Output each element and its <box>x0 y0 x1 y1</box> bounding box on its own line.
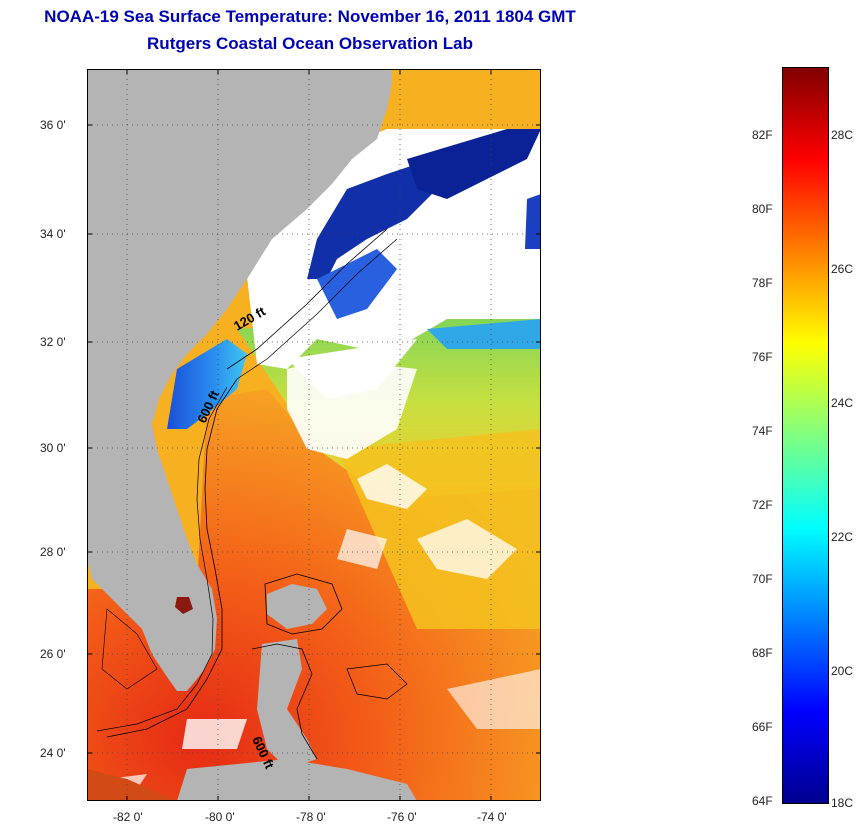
cold-water-region <box>427 319 541 349</box>
latitude-label-24: 24 0' <box>40 746 66 760</box>
contour-600ft <box>96 386 228 732</box>
cloud-cover <box>447 669 541 729</box>
bank-contour <box>346 663 408 700</box>
colorbar-label-82f: 82F <box>752 128 773 142</box>
colorbar-label-22c: 22C <box>831 530 854 544</box>
colorbar-label-70f: 70F <box>752 572 773 586</box>
colorbar-label-72f: 72F <box>752 498 773 512</box>
colorbar-label-26c: 26C <box>831 262 854 276</box>
latitude-label-36: 36 0' <box>40 118 66 132</box>
latitude-label-28: 28 0' <box>40 545 66 559</box>
longitude-label-74: -74 0' <box>477 810 507 824</box>
cloud-cover <box>357 464 427 509</box>
colorbar-label-24c: 24C <box>831 396 854 410</box>
longitude-label-78: -78 0' <box>296 810 326 824</box>
map-subtitle: Rutgers Coastal Ocean Observation Lab <box>147 34 473 53</box>
colorbar-label-74f: 74F <box>752 424 773 438</box>
bank-contour <box>264 573 343 635</box>
longitude-label-80: -80 0' <box>205 810 235 824</box>
colorbar-gradient <box>782 67 829 804</box>
colorbar-label-64f: 64F <box>752 794 773 808</box>
graticule <box>87 69 541 801</box>
cloud-cover <box>337 529 387 569</box>
latitude-label-34: 34 0' <box>40 227 66 241</box>
longitude-label-76: -76 0' <box>387 810 417 824</box>
warm-water-region <box>87 769 177 801</box>
sst-map: 120 ft 600 ft 600 ft <box>87 69 541 801</box>
contour-120ft <box>236 238 398 380</box>
land-mass <box>177 759 417 801</box>
colorbar-label-80f: 80F <box>752 202 773 216</box>
colorbar-label-66f: 66F <box>752 720 773 734</box>
bank-contour <box>101 608 158 690</box>
contour-600ft <box>106 378 238 738</box>
map-border <box>87 69 541 801</box>
cold-water-region <box>307 164 437 279</box>
colorbar-label-28c: 28C <box>831 128 854 142</box>
latitude-label-26: 26 0' <box>40 647 66 661</box>
cloud-cover <box>417 519 517 579</box>
cold-water-region <box>167 339 247 429</box>
temperature-colorbar <box>782 67 829 804</box>
land-mass <box>87 69 392 691</box>
cloud-cover <box>182 719 247 749</box>
colorbar-label-76f: 76F <box>752 350 773 364</box>
latitude-label-32: 32 0' <box>40 335 66 349</box>
map-title: NOAA-19 Sea Surface Temperature: Novembe… <box>44 7 576 26</box>
colorbar-label-68f: 68F <box>752 646 773 660</box>
longitude-label-82: -82 0' <box>113 810 143 824</box>
land-mass <box>267 584 327 629</box>
cloud-cover <box>287 359 417 459</box>
colorbar-label-18c: 18C <box>831 796 854 810</box>
contour-600ft <box>251 643 318 760</box>
cold-water-region <box>407 129 541 199</box>
land-mass <box>257 639 317 769</box>
latitude-label-30: 30 0' <box>40 441 66 455</box>
contour-120ft <box>226 228 388 370</box>
cold-water-region <box>317 249 397 319</box>
lake <box>175 597 193 614</box>
cold-water-region <box>525 194 541 249</box>
colorbar-label-78f: 78F <box>752 276 773 290</box>
colorbar-label-20c: 20C <box>831 664 854 678</box>
